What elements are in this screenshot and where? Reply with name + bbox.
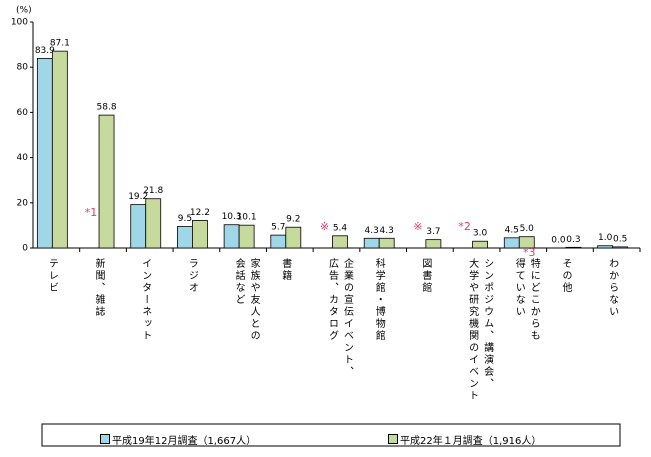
- legend-label: 平成19年12月調査（1,667人）: [112, 436, 257, 447]
- bar: [36, 57, 53, 249]
- value-label: 3.0: [473, 229, 488, 239]
- value-label: 10.1: [237, 213, 257, 223]
- bar: [378, 237, 395, 249]
- annotation: ※: [413, 220, 422, 233]
- x-tick-label: ラジオ: [186, 258, 198, 294]
- x-tick-label: テレビ: [46, 258, 58, 294]
- legend-swatch: [388, 434, 398, 444]
- bar: [332, 235, 348, 249]
- value-label: 4.3: [380, 226, 394, 236]
- bar: [270, 234, 287, 249]
- x-tick-label: 特にどこからも 得ていない: [513, 258, 540, 342]
- value-label: 4.5: [505, 225, 519, 235]
- value-label: 5.0: [520, 224, 535, 234]
- value-label: 5.7: [271, 223, 285, 233]
- bar: [472, 240, 488, 249]
- value-label: 12.2: [190, 208, 210, 218]
- legend-swatch: [100, 434, 110, 444]
- bar: [130, 204, 147, 249]
- x-tick-label: 新聞、雑誌: [93, 258, 105, 318]
- bar: [145, 198, 162, 249]
- bar: [612, 246, 629, 249]
- value-label: 3.7: [426, 227, 440, 237]
- bar: [285, 226, 302, 249]
- bar: [192, 220, 208, 249]
- value-label: 0.0: [551, 236, 566, 246]
- y-tick-label: 60: [17, 108, 29, 118]
- value-label: 5.4: [333, 223, 348, 233]
- y-unit: (%): [16, 6, 32, 16]
- value-label: 1.0: [598, 233, 613, 243]
- annotation: ※: [320, 220, 329, 233]
- x-tick-label: 図書館: [419, 258, 431, 294]
- value-label: 4.3: [365, 226, 379, 236]
- bar: [98, 114, 115, 249]
- y-tick-label: 80: [17, 63, 29, 73]
- x-tick-label: インターネット: [139, 258, 151, 342]
- annotation: *1: [85, 206, 98, 219]
- bar: [363, 237, 380, 249]
- value-label: 21.8: [143, 186, 163, 196]
- value-label: 10.3: [222, 212, 242, 222]
- y-tick-label: 20: [17, 198, 29, 208]
- y-tick-label: 40: [17, 153, 29, 163]
- value-label: 0.3: [566, 235, 580, 245]
- x-tick-label: 書籍: [279, 258, 291, 282]
- value-label: 9.5: [178, 214, 192, 224]
- bar: [425, 239, 442, 249]
- value-label: 58.8: [97, 103, 117, 113]
- bar: [597, 245, 614, 249]
- value-label: 87.1: [50, 39, 70, 49]
- value-label: 19.2: [128, 192, 148, 202]
- value-label: 0.5: [613, 234, 627, 244]
- bar: [565, 246, 582, 249]
- bar: [223, 224, 240, 249]
- x-tick-label: 企業の宣伝イベント、 広告、カタログ: [326, 258, 353, 378]
- bar: [503, 237, 520, 249]
- x-tick-label: シンポジウム、講演会、 大学や研究機関のイベント: [466, 258, 493, 402]
- x-tick-label: その他: [559, 258, 571, 294]
- x-tick-label: わからない: [606, 258, 618, 318]
- bar: [238, 224, 255, 249]
- bar: [177, 226, 193, 249]
- y-tick-label: 100: [11, 18, 28, 28]
- bar: [518, 236, 535, 249]
- annotation: *3: [523, 246, 536, 259]
- x-tick-label: 家族や友人との 会話など: [233, 258, 260, 342]
- y-tick-label: 0: [22, 244, 28, 254]
- x-tick-label: 科学館・博物館: [373, 258, 385, 342]
- value-label: 83.9: [35, 46, 55, 56]
- annotation: *2: [458, 220, 471, 233]
- bar: [51, 50, 68, 249]
- value-label: 9.2: [286, 215, 300, 225]
- legend-label: 平成22年１月調査（1,916人）: [400, 436, 542, 447]
- legend-box: [41, 423, 621, 447]
